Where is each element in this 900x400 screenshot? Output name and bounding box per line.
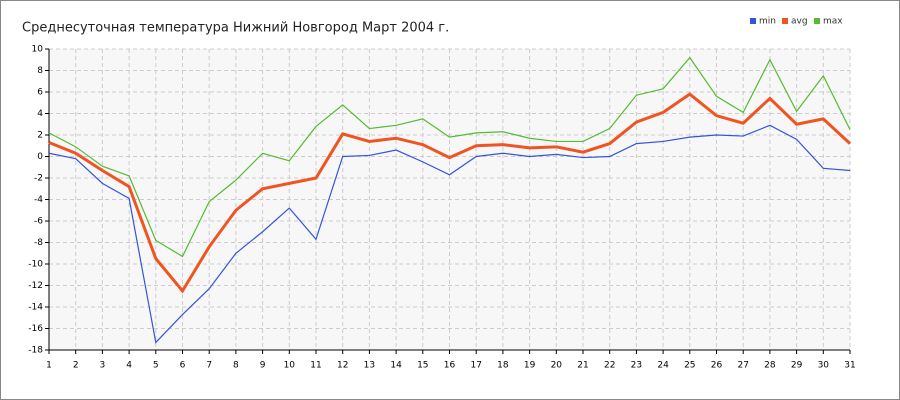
- legend-swatch: [814, 18, 820, 24]
- x-tick-label: 19: [524, 361, 536, 371]
- x-tick-label: 11: [310, 361, 321, 371]
- y-tick-label: -18: [28, 346, 43, 356]
- x-tick-label: 16: [444, 361, 456, 371]
- x-tick-label: 9: [260, 361, 266, 371]
- x-tick-label: 13: [364, 361, 375, 371]
- series-line: [48, 92, 852, 294]
- x-tick-label: 24: [657, 361, 669, 371]
- x-tick-label: 4: [126, 361, 132, 371]
- x-tick-label: 15: [417, 361, 428, 371]
- x-tick-label: 22: [604, 361, 615, 371]
- y-tick-label: 6: [37, 88, 43, 98]
- y-tick-label: -2: [34, 174, 43, 184]
- x-tick-label: 21: [577, 361, 588, 371]
- x-tick-label: 17: [470, 361, 481, 371]
- y-tick-label: -8: [34, 238, 43, 248]
- y-tick-label: 10: [32, 45, 44, 55]
- x-tick-label: 6: [180, 361, 186, 371]
- y-tick-label: 0: [37, 152, 43, 162]
- x-tick-label: 31: [844, 361, 855, 371]
- x-tick-label: 1: [46, 361, 52, 371]
- legend-swatch: [782, 18, 788, 24]
- y-tick-label: 2: [37, 131, 43, 141]
- x-tick-label: 8: [233, 361, 239, 371]
- y-tick-label: 4: [37, 109, 43, 119]
- legend-label: max: [823, 17, 843, 27]
- legend: min avg max: [750, 17, 843, 27]
- x-tick-label: 26: [711, 361, 723, 371]
- y-tick-label: -10: [28, 260, 43, 270]
- legend-swatch: [750, 18, 756, 24]
- chart-title: Среднесуточная температура Нижний Новгор…: [22, 21, 449, 36]
- y-tick-label: -16: [28, 324, 43, 334]
- x-tick-label: 27: [737, 361, 748, 371]
- legend-label: min: [759, 17, 776, 27]
- x-tick-label: 7: [206, 361, 212, 371]
- x-tick-label: 23: [631, 361, 642, 371]
- x-tick-label: 25: [684, 361, 695, 371]
- y-tick-label: -12: [28, 281, 43, 291]
- y-tick-label: -14: [28, 303, 43, 313]
- series-line: [48, 56, 851, 258]
- legend-label: avg: [791, 17, 808, 27]
- x-tick-label: 12: [337, 361, 348, 371]
- x-tick-label: 20: [551, 361, 563, 371]
- x-tick-label: 10: [284, 361, 296, 371]
- x-tick-label: 5: [153, 361, 159, 371]
- x-tick-label: 3: [100, 361, 106, 371]
- x-tick-label: 30: [818, 361, 830, 371]
- series-line: [48, 124, 851, 344]
- x-tick-label: 14: [390, 361, 402, 371]
- y-tick-label: -4: [34, 195, 43, 205]
- y-tick-label: 8: [37, 66, 43, 76]
- x-tick-label: 28: [764, 361, 776, 371]
- y-tick-label: -6: [34, 217, 43, 227]
- x-tick-label: 18: [497, 361, 509, 371]
- x-tick-label: 29: [791, 361, 803, 371]
- x-tick-label: 2: [73, 361, 79, 371]
